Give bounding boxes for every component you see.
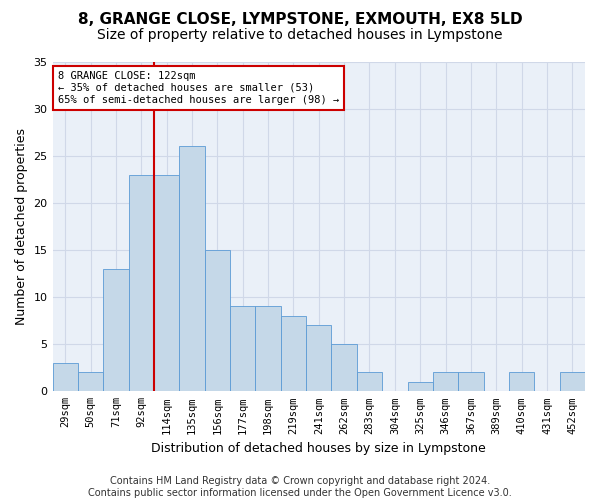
Bar	[407, 382, 433, 392]
Bar	[331, 344, 357, 392]
Bar	[433, 372, 458, 392]
Bar	[205, 250, 230, 392]
Text: 8, GRANGE CLOSE, LYMPSTONE, EXMOUTH, EX8 5LD: 8, GRANGE CLOSE, LYMPSTONE, EXMOUTH, EX8…	[77, 12, 523, 28]
Text: Size of property relative to detached houses in Lympstone: Size of property relative to detached ho…	[97, 28, 503, 42]
Bar	[128, 174, 154, 392]
X-axis label: Distribution of detached houses by size in Lympstone: Distribution of detached houses by size …	[151, 442, 486, 455]
Y-axis label: Number of detached properties: Number of detached properties	[15, 128, 28, 325]
Bar	[357, 372, 382, 392]
Bar	[306, 326, 331, 392]
Bar	[78, 372, 103, 392]
Bar	[179, 146, 205, 392]
Bar	[256, 306, 281, 392]
Bar	[458, 372, 484, 392]
Bar	[230, 306, 256, 392]
Bar	[560, 372, 585, 392]
Bar	[154, 174, 179, 392]
Bar	[103, 269, 128, 392]
Bar	[53, 363, 78, 392]
Text: Contains HM Land Registry data © Crown copyright and database right 2024.
Contai: Contains HM Land Registry data © Crown c…	[88, 476, 512, 498]
Bar	[509, 372, 534, 392]
Bar	[281, 316, 306, 392]
Text: 8 GRANGE CLOSE: 122sqm
← 35% of detached houses are smaller (53)
65% of semi-det: 8 GRANGE CLOSE: 122sqm ← 35% of detached…	[58, 72, 339, 104]
